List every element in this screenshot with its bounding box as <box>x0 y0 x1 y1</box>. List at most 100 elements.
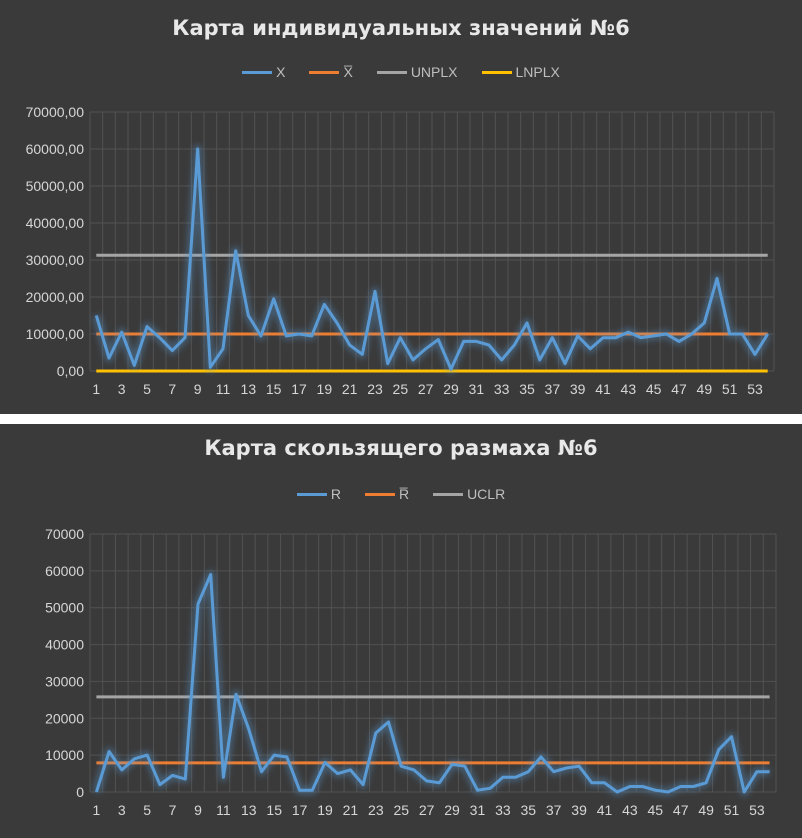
x-tick-label: 33 <box>495 802 511 818</box>
y-tick-label: 50000,00 <box>26 178 85 194</box>
chart-separator <box>0 414 802 424</box>
y-tick-label: 10000,00 <box>26 326 85 342</box>
legend-label: X <box>276 64 286 80</box>
x-tick-label: 49 <box>697 381 713 397</box>
y-tick-label: 40000,00 <box>26 215 85 231</box>
x-tick-label: 31 <box>469 381 485 397</box>
chart-legend: X X̅ UNPLX LNPLX <box>0 64 802 80</box>
x-tick-label: 15 <box>266 802 282 818</box>
x-tick-label: 51 <box>724 802 740 818</box>
legend-swatch <box>376 70 407 74</box>
x-tick-label: 9 <box>194 802 202 818</box>
legend-item-lnplx: LNPLX <box>481 64 560 80</box>
x-tick-label: 7 <box>169 802 177 818</box>
x-tick-label: 13 <box>241 381 257 397</box>
x-tick-label: 35 <box>519 381 535 397</box>
x-tick-label: 3 <box>118 381 126 397</box>
y-tick-label: 20000,00 <box>26 289 85 305</box>
legend-label: R <box>330 486 341 502</box>
x-tick-label: 17 <box>292 802 308 818</box>
x-tick-label: 5 <box>143 381 151 397</box>
x-tick-label: 47 <box>671 381 687 397</box>
x-tick-label: 25 <box>393 381 409 397</box>
x-tick-label: 3 <box>118 802 126 818</box>
x-tick-label: 27 <box>419 802 435 818</box>
x-tick-label: 29 <box>443 381 459 397</box>
x-tick-label: 1 <box>92 802 100 818</box>
x-tick-label: 39 <box>570 381 586 397</box>
x-tick-label: 37 <box>546 802 562 818</box>
x-tick-label: 53 <box>747 381 763 397</box>
legend-swatch <box>296 492 327 496</box>
legend-swatch <box>309 70 340 74</box>
x-tick-label: 41 <box>595 381 611 397</box>
x-tick-label: 47 <box>673 802 689 818</box>
x-tick-label: 43 <box>622 802 638 818</box>
legend-label: UCLR <box>467 486 506 502</box>
x-tick-label: 23 <box>368 802 384 818</box>
x-tick-label: 1 <box>92 381 100 397</box>
x-tick-label: 45 <box>646 381 662 397</box>
chart-title: Карта индивидуальных значений №6 <box>172 16 630 40</box>
legend-item-unplx: UNPLX <box>376 64 458 80</box>
chart-legend: R R̅ UCLR <box>0 486 802 502</box>
x-tick-label: 25 <box>393 802 409 818</box>
y-tick-label: 0,00 <box>57 363 84 379</box>
legend-swatch <box>433 492 464 496</box>
x-tick-label: 53 <box>749 802 765 818</box>
x-tick-label: 31 <box>470 802 486 818</box>
x-tick-label: 19 <box>317 381 333 397</box>
y-tick-label: 70000,00 <box>26 104 85 120</box>
x-tick-label: 15 <box>266 381 282 397</box>
series-R <box>92 570 770 797</box>
x-tick-label: 5 <box>143 802 151 818</box>
legend-item-x: X <box>242 64 285 80</box>
x-tick-label: 51 <box>722 381 738 397</box>
y-tick-label: 40000 <box>45 637 84 653</box>
x-tick-label: 13 <box>241 802 257 818</box>
x-tick-label: 37 <box>545 381 561 397</box>
chart-title: Карта скользящего размаха №6 <box>204 436 598 460</box>
legend-label: X̅ <box>343 64 353 80</box>
x-tick-label: 9 <box>194 381 202 397</box>
chart-panel-individual: Карта индивидуальных значений №6 X X̅ UN… <box>0 0 802 414</box>
legend-swatch <box>242 70 273 74</box>
x-tick-label: 27 <box>418 381 434 397</box>
series-X <box>91 144 772 374</box>
y-tick-label: 50000 <box>45 600 84 616</box>
legend-label: LNPLX <box>515 64 560 80</box>
y-tick-label: 30000 <box>45 673 84 689</box>
y-tick-label: 20000 <box>45 710 84 726</box>
legend-item-xbar: X̅ <box>309 64 353 80</box>
y-tick-label: 60000 <box>45 563 84 579</box>
series-line <box>94 147 769 371</box>
legend-label: UNPLX <box>410 64 458 80</box>
chart-panel-range: Карта скользящего размаха №6 R R̅ UCLR 0… <box>0 424 802 838</box>
series-line <box>94 573 770 794</box>
y-tick-label: 0 <box>76 784 84 800</box>
legend-swatch <box>364 492 395 496</box>
x-tick-label: 11 <box>216 802 231 818</box>
legend-item-uclr: UCLR <box>433 486 505 502</box>
x-tick-label: 33 <box>494 381 510 397</box>
x-tick-label: 7 <box>168 381 176 397</box>
x-tick-label: 43 <box>621 381 637 397</box>
x-tick-label: 35 <box>520 802 536 818</box>
x-tick-label: 49 <box>698 802 714 818</box>
legend-item-rbar: R̅ <box>364 486 410 502</box>
x-tick-label: 21 <box>343 802 359 818</box>
x-tick-label: 21 <box>342 381 358 397</box>
y-tick-label: 70000 <box>45 526 84 542</box>
legend-label: R̅ <box>398 486 410 502</box>
x-tick-label: 19 <box>317 802 333 818</box>
x-tick-label: 39 <box>571 802 587 818</box>
x-tick-label: 41 <box>597 802 613 818</box>
x-tick-label: 17 <box>291 381 307 397</box>
y-tick-label: 30000,00 <box>26 252 85 268</box>
chart-plot-individual: 0,00 10000,00 20000,00 30000,00 40000,00 5000… <box>26 104 775 397</box>
x-tick-label: 29 <box>444 802 460 818</box>
x-tick-label: 11 <box>216 381 231 397</box>
y-tick-label: 60000,00 <box>26 141 85 157</box>
y-tick-label: 10000 <box>45 747 84 763</box>
